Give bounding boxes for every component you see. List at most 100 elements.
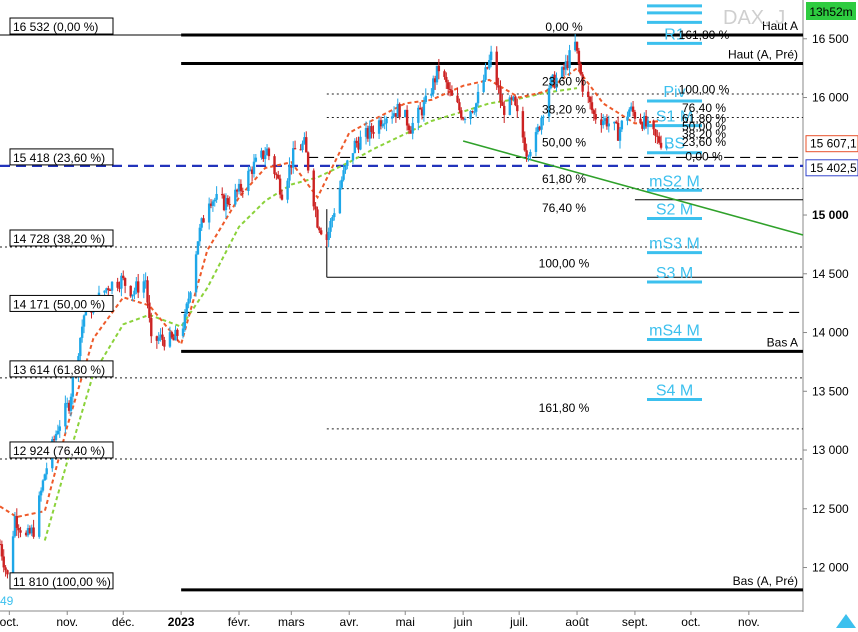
- candle-body: [432, 78, 435, 94]
- candle-body: [499, 87, 502, 103]
- candle-body: [122, 275, 125, 279]
- right-fib-label: 38,20 %: [682, 127, 726, 141]
- time-badge: 13h52m: [809, 5, 852, 19]
- y-tick-label: 14 000: [812, 326, 849, 340]
- candle-body: [265, 148, 269, 156]
- candle-body: [514, 96, 517, 106]
- left-fib-box: [9, 360, 114, 378]
- candle-body: [24, 532, 28, 536]
- candle-body: [305, 137, 308, 153]
- candle-body: [372, 131, 375, 134]
- candle-body: [146, 280, 149, 303]
- candle-body: [353, 140, 357, 154]
- price-tag-label: 15 607,1: [810, 137, 857, 151]
- candle-body: [254, 157, 258, 162]
- price-tag-label: 15 402,5: [810, 161, 857, 175]
- candle-body: [562, 67, 566, 70]
- candle-body: [553, 74, 556, 88]
- candle-body: [200, 218, 203, 228]
- candle-body: [555, 77, 558, 88]
- candle-body: [58, 426, 61, 431]
- candle-body: [45, 468, 48, 475]
- ema-slow-line: [43, 87, 578, 541]
- candle-body: [631, 106, 635, 112]
- candle-body: [577, 50, 581, 64]
- x-tick-label: mars: [278, 615, 305, 629]
- candle-body: [69, 396, 73, 411]
- right-fib-label: 0,00 %: [685, 149, 723, 163]
- fibonacci-levels: [0, 33, 803, 592]
- candle-body: [64, 403, 67, 427]
- candle-body: [250, 169, 254, 174]
- candle-body: [198, 227, 202, 242]
- chart-title: DAX, J: [723, 7, 785, 29]
- candle-body: [168, 332, 172, 347]
- candle-body: [52, 439, 56, 441]
- y-tick-label: 13 000: [812, 443, 849, 457]
- y-tick-label: 12 000: [812, 561, 849, 575]
- candle-body: [422, 102, 426, 116]
- candle-body: [370, 126, 373, 132]
- left-fib-label: 12 924 (76,40 %): [13, 444, 105, 458]
- candle-body: [262, 150, 265, 160]
- x-tick-label: avr.: [340, 615, 359, 629]
- right-fib-label: 50,00 %: [682, 119, 726, 133]
- candle-body: [103, 290, 106, 293]
- candle-body: [116, 281, 119, 288]
- candle-body: [474, 103, 478, 112]
- candle-body: [129, 285, 132, 297]
- candle-body: [542, 116, 545, 118]
- candle-body: [239, 183, 243, 191]
- candle-body: [471, 111, 474, 113]
- time-badge-bg: [806, 2, 856, 20]
- scroll-corner-icon[interactable]: [836, 614, 856, 628]
- candle-body: [43, 474, 47, 481]
- candle-body: [150, 318, 153, 337]
- candle-body: [288, 165, 291, 181]
- candle-body: [641, 123, 644, 129]
- candle-body: [392, 113, 396, 117]
- candle-body: [327, 231, 330, 240]
- candle-body: [228, 204, 231, 206]
- center-fib-label: 61,80 %: [542, 172, 586, 186]
- candle-body: [79, 337, 82, 357]
- right-fib-label: 76,40 %: [682, 101, 726, 115]
- candle-body: [226, 198, 230, 205]
- candle-body: [67, 402, 71, 411]
- center-fib-label: 76,40 %: [542, 201, 586, 215]
- candle-body: [355, 140, 358, 144]
- candle-body: [181, 328, 185, 336]
- candle-body: [19, 530, 22, 533]
- pivot-label: R1: [664, 26, 685, 43]
- candle-body: [568, 50, 571, 69]
- candle-body: [394, 113, 398, 117]
- candle-body: [534, 132, 538, 152]
- candle-body: [644, 115, 648, 127]
- candle-body: [458, 102, 461, 111]
- candle-body: [316, 209, 319, 228]
- x-tick-label: nov.: [738, 615, 760, 629]
- left-fib-label: 14 171 (50,00 %): [13, 297, 105, 311]
- candle-body: [280, 194, 284, 200]
- candle-body: [646, 120, 650, 127]
- candle-body: [71, 377, 75, 397]
- candle-body: [417, 107, 420, 123]
- candle-body: [249, 169, 252, 171]
- left-fib-label: 15 418 (23,60 %): [13, 151, 105, 165]
- candle-body: [174, 329, 177, 341]
- pivot-levels: R1 Piv S1 M BS mS2 M S2 M mS3 M S3 M mS4 M S4 M: [647, 4, 702, 401]
- candle-body: [656, 135, 659, 137]
- candle-body: [56, 430, 60, 435]
- candle-body: [527, 156, 530, 158]
- pivot-label: S4 M: [656, 382, 693, 399]
- candle-body: [155, 336, 159, 341]
- candle-body: [123, 278, 127, 286]
- price-tag-box: [805, 159, 858, 177]
- center-fib-label: 0,00 %: [545, 20, 583, 34]
- candle-body: [390, 116, 394, 119]
- candle-body: [163, 339, 166, 347]
- candle-body: [66, 402, 69, 404]
- pivot-label: S2 M: [656, 202, 693, 219]
- x-tick-label: oct.: [0, 615, 19, 629]
